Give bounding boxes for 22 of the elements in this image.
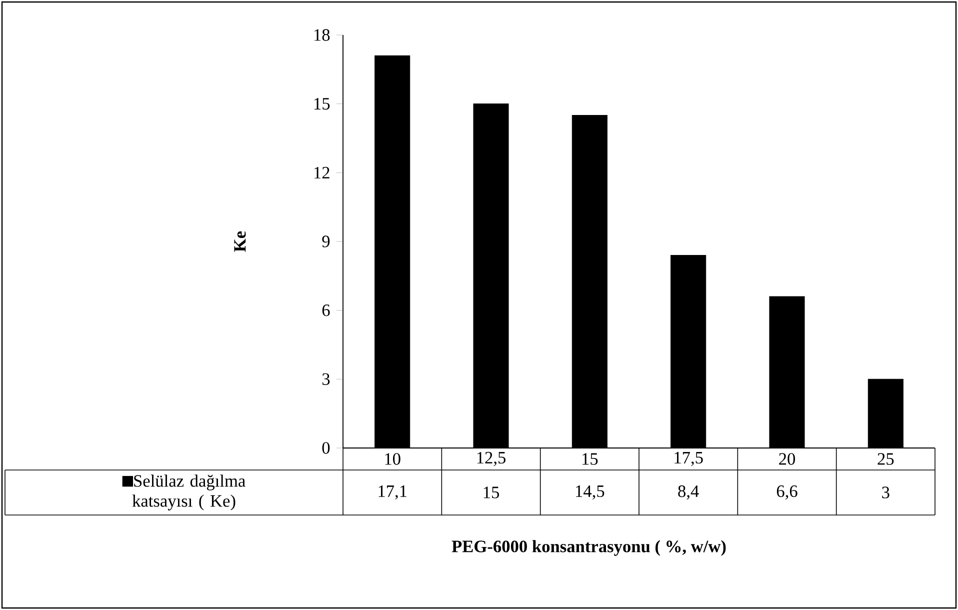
x-tick-label: 10 <box>385 453 400 465</box>
y-tick-label: 18 <box>314 29 330 41</box>
data-label: 14,5 <box>576 485 604 500</box>
x-tick-label: 12,5 <box>477 452 506 466</box>
x-tick-label: 17,5 <box>674 452 703 466</box>
data-label: 6,6 <box>776 485 798 500</box>
data-label: 17,1 <box>378 485 406 500</box>
x-tick-label: 20 <box>779 453 796 465</box>
y-tick-label: 6 <box>322 304 330 316</box>
x-axis-title: PEG-6000 konsantrasyonu ( %, w/w) <box>452 540 726 556</box>
data-label: 15 <box>484 486 499 498</box>
data-label: 3 <box>882 486 890 498</box>
y-axis-title: Ke <box>234 231 246 252</box>
x-tick-label: 15 <box>582 453 598 465</box>
x-tick-label: 25 <box>878 453 894 465</box>
y-tick-label: 9 <box>322 236 330 248</box>
y-tick-label: 15 <box>314 98 330 110</box>
y-tick-label: 3 <box>322 373 330 385</box>
legend-label: Selülaz dağılma katsayısı ( Ke) <box>132 474 246 510</box>
y-tick-label: 0 <box>322 442 330 454</box>
y-tick-label: 12 <box>314 166 330 178</box>
data-label: 8,4 <box>678 485 699 500</box>
